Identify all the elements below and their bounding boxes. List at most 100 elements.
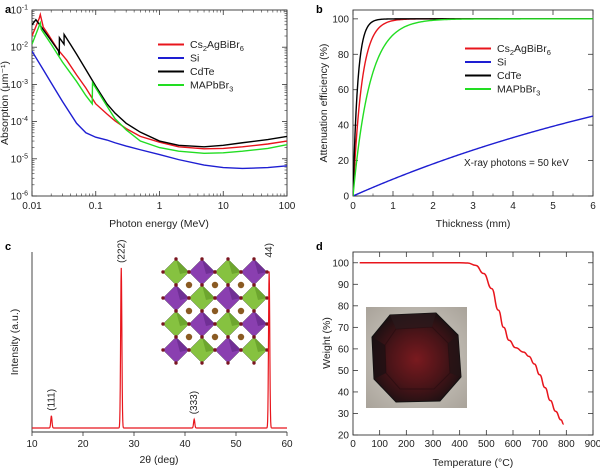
crystal-photo-facet-right: [448, 335, 461, 377]
bromine-atom: [213, 348, 217, 352]
panel-b-x-axis-label: Thickness (mm): [436, 218, 511, 230]
panel-b-series-cdte: [353, 18, 593, 196]
panel-c-x-tick-label: 10: [26, 439, 38, 450]
bromine-atom: [187, 348, 191, 352]
crystal-photo-facet-top: [390, 313, 436, 329]
bromine-atom: [200, 361, 204, 365]
bromine-atom: [239, 322, 243, 326]
panel-d-y-tick-label: 100: [332, 258, 349, 269]
panel-a-x-axis-label: Photon energy (MeV): [109, 218, 209, 230]
panel-c-xrd-pattern-line: [32, 267, 287, 429]
octahedron: [213, 335, 243, 365]
panel-b-series-cs2agbibr6: [353, 18, 593, 196]
octahedron: [239, 335, 269, 365]
panel-d-tga-chart: 0 100 200 300 400 500 600 700 800 900 20 30 40 50 60 70…: [321, 251, 600, 469]
panel-b-x-tick-label: 5: [550, 201, 556, 212]
panel-a-series-cs2agbibr6: [32, 11, 287, 150]
panel-d-x-tick-label: 300: [425, 439, 442, 450]
panel-d-y-tick-label: 90: [338, 280, 350, 291]
panel-a-x-tick-label: 10: [218, 201, 230, 212]
panel-a-legend-label: MAPbBr3: [190, 80, 233, 94]
octahedron-shade: [228, 311, 241, 326]
octahedron-shade: [202, 337, 215, 352]
panel-a-y-tick-label: 10-1: [11, 5, 28, 17]
panel-b-legend-label: CdTe: [497, 70, 522, 82]
bromine-atom: [252, 283, 256, 287]
panel-a-series-cdte: [32, 18, 287, 148]
octahedron: [161, 257, 191, 287]
bromine-atom: [226, 257, 230, 261]
panel-c-x-tick-label: 30: [128, 439, 140, 450]
panel-b-x-tick-label: 6: [590, 201, 596, 212]
bromine-atom: [174, 257, 178, 261]
panel-c-x-tick-label: 60: [281, 439, 293, 450]
panel-d-plot-frame: [352, 251, 594, 436]
panel-b-x-tick-label: 0: [350, 201, 356, 212]
bromine-atom: [239, 348, 243, 352]
panel-a-x-tick-label: 0.01: [22, 201, 42, 212]
panel-d-x-tick-label: 700: [531, 439, 548, 450]
panel-b-series-mapbbr3: [353, 18, 593, 196]
bromine-atom: [252, 257, 256, 261]
panel-label-d: d: [316, 241, 323, 253]
bromine-atom: [187, 270, 191, 274]
octahedron-shade: [176, 259, 189, 274]
cesium-atom: [211, 333, 219, 341]
panel-label-a: a: [5, 4, 12, 16]
octahedron-shade: [254, 337, 267, 352]
panel-a-y-axis-label: Absorption (μm⁻¹): [0, 61, 11, 145]
panel-b-y-axis-label: Attenuation efficiency (%): [318, 44, 330, 163]
bromine-atom: [226, 335, 230, 339]
panel-d-y-tick-label: 50: [338, 366, 350, 377]
bromine-atom: [187, 296, 191, 300]
octahedron: [187, 257, 217, 287]
bromine-atom: [174, 361, 178, 365]
crystal-photo-facet-edge: [384, 326, 451, 390]
bromine-atom: [213, 322, 217, 326]
panel-c-x-tick-label: 50: [230, 439, 242, 450]
bromine-atom: [161, 322, 165, 326]
panel-a-x-tick-label: 100: [279, 201, 296, 212]
bromine-atom: [226, 283, 230, 287]
octahedron-shade: [228, 259, 241, 274]
bromine-atom: [174, 283, 178, 287]
panel-d-y-tick-label: 80: [338, 301, 350, 312]
panel-a-x-tick-label: 1: [157, 201, 163, 212]
octahedron-shade: [176, 337, 189, 352]
panel-d-x-tick-label: 500: [478, 439, 495, 450]
panel-d-weight-curve: [359, 262, 564, 425]
panel-label-c: c: [5, 241, 11, 253]
panel-a-y-tick-label: 10-2: [11, 42, 28, 54]
panel-a-series-mapbbr3: [32, 20, 287, 155]
bromine-atom: [200, 309, 204, 313]
cesium-atom: [211, 307, 219, 315]
octahedron-shade: [202, 259, 215, 274]
panel-a-legend-label: Cs2AgBiBr6: [190, 39, 244, 53]
cesium-atom: [237, 281, 245, 289]
panel-a-legend-label: Si: [190, 53, 199, 65]
octahedron-shade: [228, 337, 241, 352]
bromine-atom: [187, 322, 191, 326]
panel-d-x-tick-label: 400: [451, 439, 468, 450]
panel-b-x-tick-label: 3: [470, 201, 476, 212]
bromine-atom: [239, 270, 243, 274]
panel-d-x-tick-label: 200: [398, 439, 415, 450]
bromine-atom: [265, 322, 269, 326]
panel-d-y-tick-label: 30: [338, 409, 350, 420]
panel-b-y-tick-label: 60: [338, 85, 350, 96]
octahedron-shade: [202, 285, 215, 300]
panel-b-y-tick-label: 20: [338, 156, 350, 167]
panel-c-x-axis-label: 2θ (deg): [139, 454, 178, 466]
crystal-structure-inset: [152, 257, 274, 368]
panel-b-x-tick-label: 1: [390, 201, 396, 212]
panel-b-legend-label: Si: [497, 57, 506, 69]
panel-d-y-axis-label: Weight (%): [321, 317, 333, 369]
panel-b-annotation: X-ray photons = 50 keV: [464, 158, 569, 169]
panel-b-y-tick-label: 100: [332, 14, 349, 25]
panel-a-y-tick-label: 10-4: [11, 116, 28, 128]
crystal-photo-crystal: [371, 312, 462, 403]
bromine-atom: [161, 270, 165, 274]
panel-b-legend-label: MAPbBr3: [497, 84, 540, 98]
octahedron: [239, 309, 269, 339]
panel-d-y-tick-label: 20: [338, 431, 350, 442]
